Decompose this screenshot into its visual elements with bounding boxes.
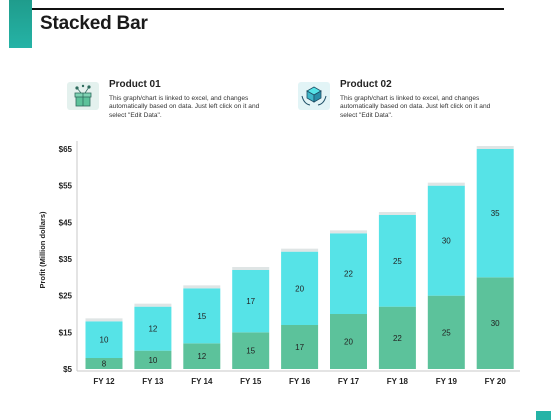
bar-cap [85, 318, 123, 322]
gift-box-icon [67, 82, 99, 110]
data-label-product-02: 20 [295, 284, 304, 293]
bar-segment-product-02 [183, 288, 221, 344]
bar-segment-product-01 [427, 295, 465, 369]
y-tick-label: $25 [59, 292, 73, 301]
bar-cap [476, 146, 514, 149]
legend-description: This graph/chart is linked to excel, and… [109, 95, 260, 119]
legend-product-01: Product 01 This graph/chart is linked to… [67, 79, 277, 125]
data-label-product-01: 15 [246, 347, 255, 356]
data-label-product-01: 22 [393, 334, 402, 343]
legend-name: Product 02 [340, 79, 392, 90]
y-tick-label: $15 [59, 328, 73, 337]
bar-cap [281, 248, 319, 252]
bar-segment-product-01 [134, 350, 172, 369]
legend-name: Product 01 [109, 79, 161, 90]
bar-segment-product-02 [330, 233, 367, 314]
bar-cap [378, 212, 416, 215]
accent-bar [9, 0, 32, 48]
bar-segment-product-01 [232, 332, 270, 369]
data-label-product-01: 8 [102, 360, 107, 369]
bar-segment-product-01 [476, 277, 514, 369]
data-label-product-02: 35 [491, 209, 500, 218]
y-tick-label: $5 [63, 365, 72, 374]
y-tick-label: $55 [59, 182, 73, 191]
x-tick-label: FY 19 [436, 377, 458, 386]
bar-segment-product-01 [378, 306, 416, 369]
bar-segment-product-01 [183, 343, 221, 369]
y-axis-title: Profit (Million dollars) [38, 211, 47, 289]
bar-cap [183, 285, 221, 289]
x-tick-label: FY 18 [387, 377, 409, 386]
bar-segment-product-02 [85, 321, 123, 358]
x-tick-label: FY 12 [93, 377, 115, 386]
data-label-product-01: 17 [295, 343, 304, 352]
x-tick-label: FY 16 [289, 377, 311, 386]
data-label-product-02: 22 [344, 270, 353, 279]
data-label-product-01: 30 [491, 319, 500, 328]
y-tick-label: $45 [59, 218, 73, 227]
x-tick-label: FY 17 [338, 377, 360, 386]
bar-cap [427, 182, 465, 186]
data-label-product-01: 25 [442, 328, 451, 337]
data-label-product-02: 25 [393, 257, 402, 266]
data-label-product-01: 12 [197, 352, 206, 361]
bar-segment-product-02 [476, 149, 514, 278]
corner-mark [536, 411, 551, 420]
bar-segment-product-02 [281, 251, 319, 325]
x-tick-label: FY 15 [240, 377, 262, 386]
bar-segment-product-02 [378, 215, 416, 307]
data-label-product-02: 15 [197, 312, 206, 321]
hands-holding-box-icon [298, 82, 330, 110]
page-title: Stacked Bar [40, 13, 148, 34]
bar-segment-product-01 [85, 358, 123, 369]
legend-product-02: Product 02 This graph/chart is linked to… [298, 79, 508, 125]
data-label-product-02: 12 [148, 325, 157, 334]
data-label-product-01: 20 [344, 338, 353, 347]
bar-segment-product-01 [330, 314, 367, 369]
data-label-product-02: 10 [100, 336, 109, 345]
data-label-product-02: 30 [442, 237, 451, 246]
legend-description: This graph/chart is linked to excel, and… [340, 95, 491, 119]
bar-cap [232, 267, 270, 270]
y-tick-label: $35 [59, 255, 73, 264]
bar-segment-product-01 [281, 325, 319, 369]
x-tick-label: FY 14 [191, 377, 213, 386]
data-label-product-02: 17 [246, 297, 255, 306]
bar-segment-product-02 [134, 306, 172, 351]
data-label-product-01: 10 [148, 356, 157, 365]
x-tick-label: FY 20 [485, 377, 507, 386]
y-tick-label: $65 [59, 145, 73, 154]
bar-cap [134, 303, 172, 307]
title-rule [32, 8, 504, 10]
x-tick-label: FY 13 [142, 377, 164, 386]
bar-segment-product-02 [232, 270, 270, 333]
bar-cap [330, 230, 367, 234]
bar-segment-product-02 [427, 185, 465, 296]
